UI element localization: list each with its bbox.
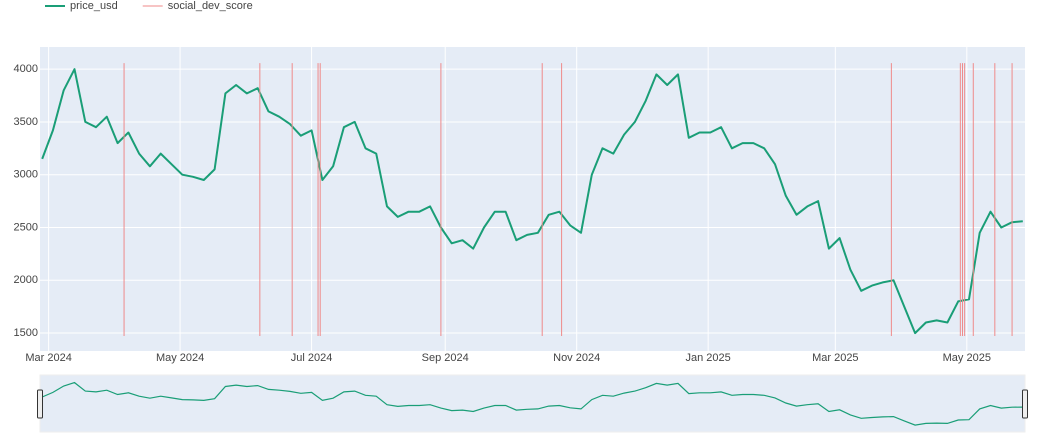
x-tick-label: Mar 2024 [25,352,71,364]
legend-label[interactable]: social_dev_score [168,0,253,12]
x-tick-label: Jul 2024 [291,352,333,364]
x-tick-label: Sep 2024 [422,352,469,364]
range-slider[interactable] [39,374,1026,433]
y-tick-label: 1500 [14,327,38,339]
slider-line [41,381,1023,426]
price-line [41,68,1023,335]
x-tick-label: Mar 2025 [812,352,858,364]
legend-label[interactable]: price_usd [70,0,118,12]
y-tick-label: 2500 [14,221,38,233]
slider-handle[interactable] [1022,389,1028,419]
x-tick-label: Jan 2025 [686,352,731,364]
x-tick-label: May 2025 [943,352,991,364]
slider-handle[interactable] [37,389,43,419]
y-tick-label: 3500 [14,116,38,128]
y-tick-label: 2000 [14,274,38,286]
x-tick-label: May 2024 [156,352,204,364]
plot-background [40,47,1025,351]
x-tick-label: Nov 2024 [553,352,600,364]
y-tick-label: 3000 [14,169,38,181]
y-tick-label: 4000 [14,63,38,75]
